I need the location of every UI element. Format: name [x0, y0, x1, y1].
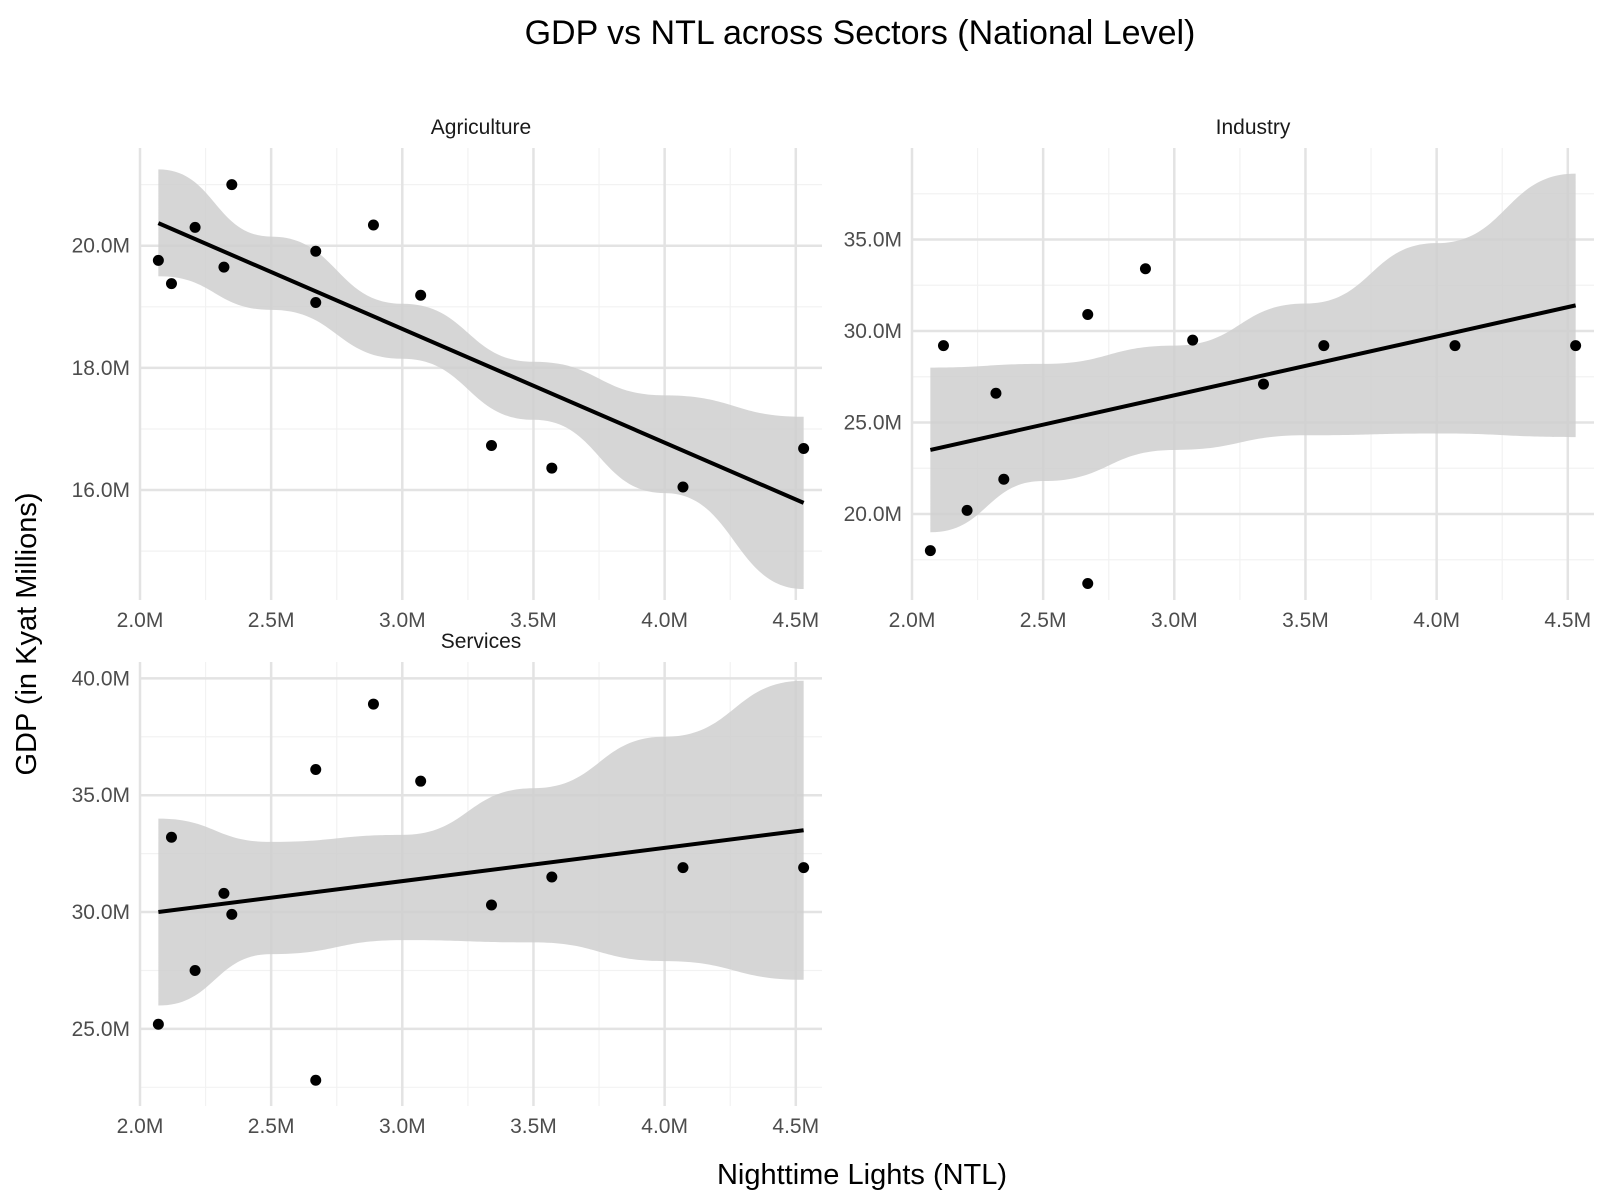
y-tick-label: 35.0M	[844, 228, 902, 251]
data-point	[1318, 340, 1330, 352]
data-point	[937, 340, 949, 352]
regression-line-agriculture	[157, 221, 805, 505]
y-tick-label: 20.0M	[72, 235, 130, 258]
x-tick-label: 4.5M	[1544, 609, 1591, 632]
data-point	[310, 245, 322, 257]
x-tick-label: 3.5M	[510, 609, 557, 632]
confidence-band-agriculture	[158, 169, 804, 590]
data-point	[367, 698, 379, 710]
data-point	[310, 763, 322, 775]
regression-line-industry	[929, 303, 1577, 452]
data-point	[226, 908, 238, 920]
chart-title: GDP vs NTL across Sectors (National Leve…	[525, 14, 1196, 52]
facet-services: Services 2.0M 2.5M 3.0M 3.5M 4.0M 4.5M 25.0M 30.…	[72, 630, 822, 1138]
x-tick-label: 3.0M	[379, 1115, 426, 1138]
x-tick-label: 2.5M	[248, 609, 295, 632]
y-tick-label: 35.0M	[72, 784, 130, 807]
points-industry	[924, 263, 1582, 590]
y-tick-label: 25.0M	[844, 411, 902, 434]
data-point	[226, 179, 238, 191]
x-tick-label: 2.0M	[117, 609, 164, 632]
x-tick-label: 4.0M	[641, 1115, 688, 1138]
data-point	[189, 221, 201, 233]
points-agriculture	[152, 179, 810, 493]
data-point	[310, 1074, 322, 1086]
facet-panels: Agriculture 2.0M 2.5M 3.0M 3.5M 4.0M 4.5M 16.0M…	[72, 116, 1594, 1138]
data-point	[677, 862, 689, 874]
data-point	[546, 871, 558, 883]
y-tick-label: 30.0M	[844, 320, 902, 343]
x-tick-label: 4.0M	[641, 609, 688, 632]
confidence-band-industry	[930, 173, 1576, 533]
data-point	[415, 775, 427, 787]
regression-line-services	[158, 828, 804, 915]
data-point	[990, 387, 1002, 399]
facet-industry: Industry 2.0M 2.5M 3.0M 3.5M 4.0M 4.5M 20.0M 25.…	[844, 116, 1594, 632]
y-tick-label: 30.0M	[72, 901, 130, 924]
y-tick-label: 20.0M	[844, 503, 902, 526]
y-tick-label: 25.0M	[72, 1018, 130, 1041]
x-tick-label: 4.5M	[772, 609, 819, 632]
y-tick-label: 40.0M	[72, 667, 130, 690]
x-tick-label: 4.5M	[772, 1115, 819, 1138]
data-point	[152, 254, 164, 266]
x-axis-title: Nighttime Lights (NTL)	[717, 1159, 1007, 1191]
data-point	[310, 297, 322, 309]
data-point	[485, 439, 497, 451]
data-point	[798, 862, 810, 874]
data-point	[1187, 334, 1199, 346]
x-tick-label: 2.0M	[889, 609, 936, 632]
data-point	[1257, 378, 1269, 390]
data-point	[677, 481, 689, 493]
data-point	[1570, 340, 1582, 352]
facet-label-services: Services	[441, 630, 522, 653]
data-point	[218, 261, 230, 273]
x-tick-label: 3.5M	[510, 1115, 557, 1138]
x-tick-label: 3.5M	[1282, 609, 1329, 632]
data-point	[165, 831, 177, 843]
data-point	[1082, 309, 1094, 321]
data-point	[546, 462, 558, 474]
x-tick-label: 2.5M	[248, 1115, 295, 1138]
data-point	[415, 289, 427, 301]
data-point	[998, 473, 1010, 485]
data-point	[1449, 340, 1461, 352]
points-services	[152, 698, 810, 1086]
data-point	[189, 964, 201, 976]
data-point	[924, 545, 936, 557]
x-tick-label: 4.0M	[1413, 609, 1460, 632]
data-point	[1139, 263, 1151, 275]
x-tick-label: 3.0M	[1151, 609, 1198, 632]
y-tick-label: 16.0M	[72, 479, 130, 502]
x-tick-label: 2.0M	[117, 1115, 164, 1138]
facet-label-agriculture: Agriculture	[431, 116, 531, 139]
y-tick-label: 18.0M	[72, 357, 130, 380]
data-point	[367, 219, 379, 231]
confidence-band-services	[158, 680, 804, 1006]
data-point	[1082, 578, 1094, 590]
facet-label-industry: Industry	[1216, 116, 1291, 139]
y-axis-title: GDP (in Kyat Millions)	[11, 492, 43, 775]
data-point	[165, 278, 177, 290]
data-point	[485, 899, 497, 911]
facet-agriculture: Agriculture 2.0M 2.5M 3.0M 3.5M 4.0M 4.5M 16.0M…	[72, 116, 822, 632]
data-point	[961, 504, 973, 516]
x-tick-label: 2.5M	[1020, 609, 1067, 632]
data-point	[218, 887, 230, 899]
x-tick-label: 3.0M	[379, 609, 426, 632]
data-point	[152, 1018, 164, 1030]
data-point	[798, 443, 810, 455]
